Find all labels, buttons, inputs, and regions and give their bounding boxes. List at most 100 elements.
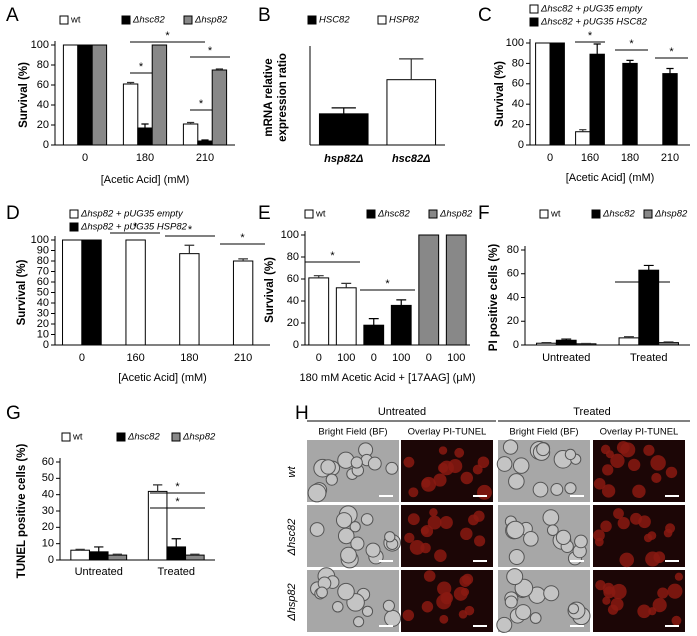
cell [337,582,355,601]
legend-label: Δhsp82 [439,209,473,220]
y-tick-label: 60 [37,276,49,288]
y-tick-label: 20 [37,119,49,131]
cell [651,472,662,484]
bar [308,277,330,346]
y-tick-label: 20 [42,521,54,533]
legend-label: Δhsp82 + pUG35 empty [80,209,184,220]
x-tick-label: 210 [196,152,214,164]
legend-label: Δhsp82 [194,15,228,26]
y-tick-label: 30 [37,307,49,319]
x-tick-label: 210 [661,152,679,164]
cell [421,601,434,613]
y-tick-label: 0 [513,339,519,351]
y-tick-label: 50 [42,472,54,484]
error-bar [396,299,407,306]
y-tick-label: 40 [37,297,49,309]
cell [477,456,490,468]
cell [384,531,396,543]
cell [335,512,353,529]
bar [197,140,213,146]
bar [62,239,83,346]
bar [125,239,146,346]
row-label: Δhsc82 [286,519,298,557]
cell [647,531,657,540]
significance-label: * [385,278,390,290]
cell [367,456,382,471]
cell [536,442,550,457]
row-label: wt [286,466,298,478]
legend-swatch [529,17,539,27]
y-axis-label: Survival (%) [494,61,506,127]
panel-letter: C [478,5,492,26]
panel-letter: H [295,403,309,424]
y-axis-label: TUNEL positive cells (%) [16,444,28,579]
cell [384,609,402,627]
group-label: Treated [573,406,611,418]
cell [652,598,667,613]
bar [662,73,678,146]
cell [332,601,344,613]
cell [515,604,532,621]
legend-swatch [304,209,314,219]
cell [632,484,646,499]
cell [307,483,327,503]
bar [211,69,228,146]
error-bar [643,264,654,271]
cell [638,515,651,529]
x-tick-label: 0 [316,352,322,364]
row-label: Δhsp82 [286,583,298,621]
bar [166,546,187,561]
cell [460,527,473,541]
legend-label: wt [315,209,326,220]
cell [385,461,399,475]
y-tick-label: 30 [42,505,54,517]
x-axis-label: [Acetic Acid] (mM) [118,372,207,384]
x-tick-label: 180 [136,152,154,164]
error-bar [541,342,552,344]
legend-swatch [59,15,69,25]
cell [365,542,381,558]
cell [337,527,355,545]
legend-swatch [366,209,376,219]
cell [403,456,415,468]
cell [593,478,606,490]
significance-label: * [165,30,170,42]
y-tick-label: 80 [287,251,299,263]
y-tick-label: 40 [507,291,519,303]
error-bar [75,548,85,551]
cell [472,464,483,475]
error-bar [127,81,135,84]
error-bar [190,553,200,556]
cell [616,441,630,454]
bar [363,324,385,346]
error-bar [624,336,634,338]
error-bar [215,68,223,70]
cell [508,473,525,490]
cell [421,476,437,492]
y-tick-label: 100 [31,234,49,246]
cell [438,446,448,455]
bar [147,490,168,561]
error-bar [331,107,356,114]
legend-swatch [171,432,181,442]
cell [506,520,525,540]
x-tick-label: hsp82Δ [324,153,363,165]
x-tick-label: 0 [426,352,432,364]
y-tick-label: 0 [43,339,49,351]
bar [618,337,640,346]
legend-label: Δhsc82 [132,15,165,26]
y-tick-label: 50 [37,286,49,298]
bar [70,549,90,561]
cell [619,552,635,568]
significance-label: * [139,61,144,73]
x-axis-label: [Acetic Acid] (mM) [566,172,655,184]
cell [574,534,588,549]
cell [602,596,611,605]
error-bar [171,538,181,547]
error-bar [112,553,122,556]
cell [650,455,666,471]
y-tick-label: 10 [42,538,54,550]
y-tick-label: 20 [507,315,519,327]
panel-letter: A [6,5,19,26]
